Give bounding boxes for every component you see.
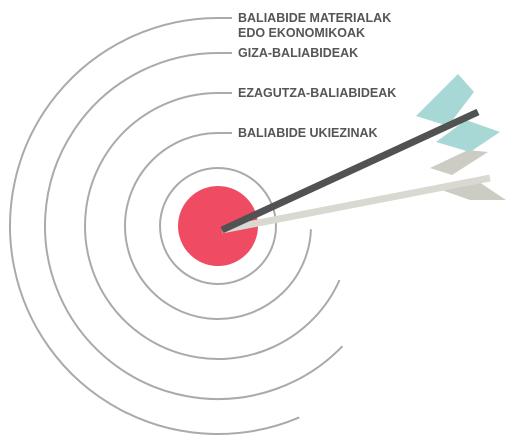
page: BALIABIDE MATERIALAKEDO EKONOMIKOAK GIZA-… xyxy=(0,0,510,438)
rings xyxy=(10,18,342,434)
ring-label: EZAGUTZA-BALIABIDEAK xyxy=(238,86,396,100)
ring-label: GIZA-BALIABIDEAK xyxy=(238,46,358,60)
target-diagram: BALIABIDE MATERIALAKEDO EKONOMIKOAK GIZA-… xyxy=(0,0,510,438)
ring-label: EDO EKONOMIKOAK xyxy=(238,26,365,40)
ring-label: BALIABIDE UKIEZINAK xyxy=(238,126,378,140)
ring-label: BALIABIDE MATERIALAK xyxy=(238,11,391,25)
